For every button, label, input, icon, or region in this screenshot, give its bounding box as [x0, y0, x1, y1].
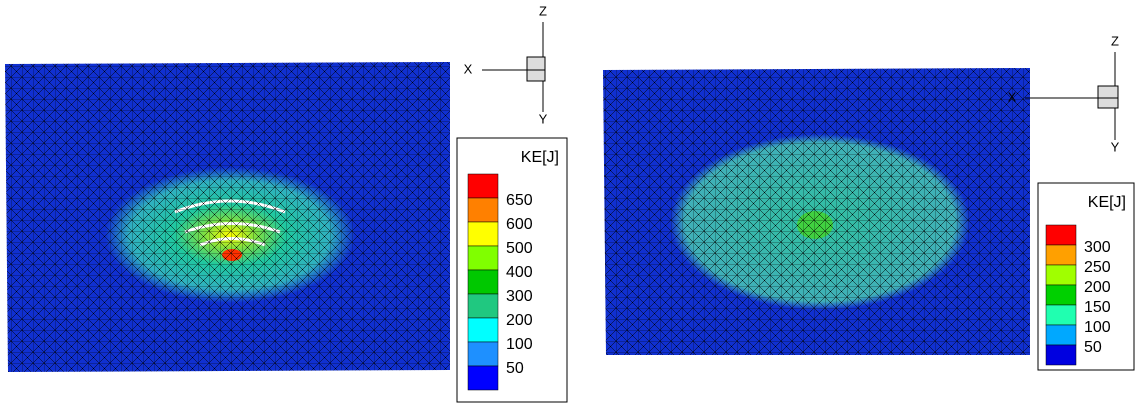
legend-label: 500 [506, 240, 533, 257]
legend-label: 400 [506, 264, 533, 281]
axis-box [1097, 85, 1119, 109]
legend-swatch [467, 341, 499, 367]
legend-swatch [467, 293, 499, 319]
legend-label: 200 [1084, 279, 1111, 296]
legend-label: 200 [506, 312, 533, 329]
axis-label-z: Z [539, 3, 547, 18]
legend-label: 150 [1084, 299, 1111, 316]
legend-swatch [1045, 284, 1077, 306]
axis-label-y: Y [1111, 139, 1120, 154]
legend-swatch [1045, 324, 1077, 346]
legend-swatch [1045, 264, 1077, 286]
legend-swatch [467, 197, 499, 223]
legend-label: 50 [506, 360, 524, 377]
legend-label: 650 [506, 192, 533, 209]
legend-swatch [1045, 304, 1077, 326]
legend-swatch [1045, 344, 1077, 366]
legend-swatch [467, 317, 499, 343]
legend-swatch [1045, 244, 1077, 266]
legend-label: 300 [506, 288, 533, 305]
legend-label: 300 [1084, 239, 1111, 256]
legend-title: KE[J] [1088, 194, 1126, 211]
legend-swatch [1045, 224, 1077, 246]
legend-swatch [467, 365, 499, 391]
legend-label: 100 [1084, 319, 1111, 336]
legend-swatch [467, 221, 499, 247]
axis-label-x: X [464, 61, 473, 76]
axis-label-z: Z [1111, 33, 1119, 48]
axis-label-x: X [1008, 89, 1017, 104]
axis-box [526, 56, 546, 82]
legend-label: 600 [506, 216, 533, 233]
legend-label: 50 [1084, 339, 1102, 356]
legend-swatch [467, 245, 499, 271]
legend-swatch [467, 173, 499, 199]
mesh-left [5, 62, 450, 372]
axis-label-y: Y [539, 111, 548, 126]
legend-label: 100 [506, 336, 533, 353]
legend-title: KE[J] [521, 149, 559, 166]
legend-label: 250 [1084, 259, 1111, 276]
legend-swatch [467, 269, 499, 295]
mesh-right [603, 68, 1030, 355]
